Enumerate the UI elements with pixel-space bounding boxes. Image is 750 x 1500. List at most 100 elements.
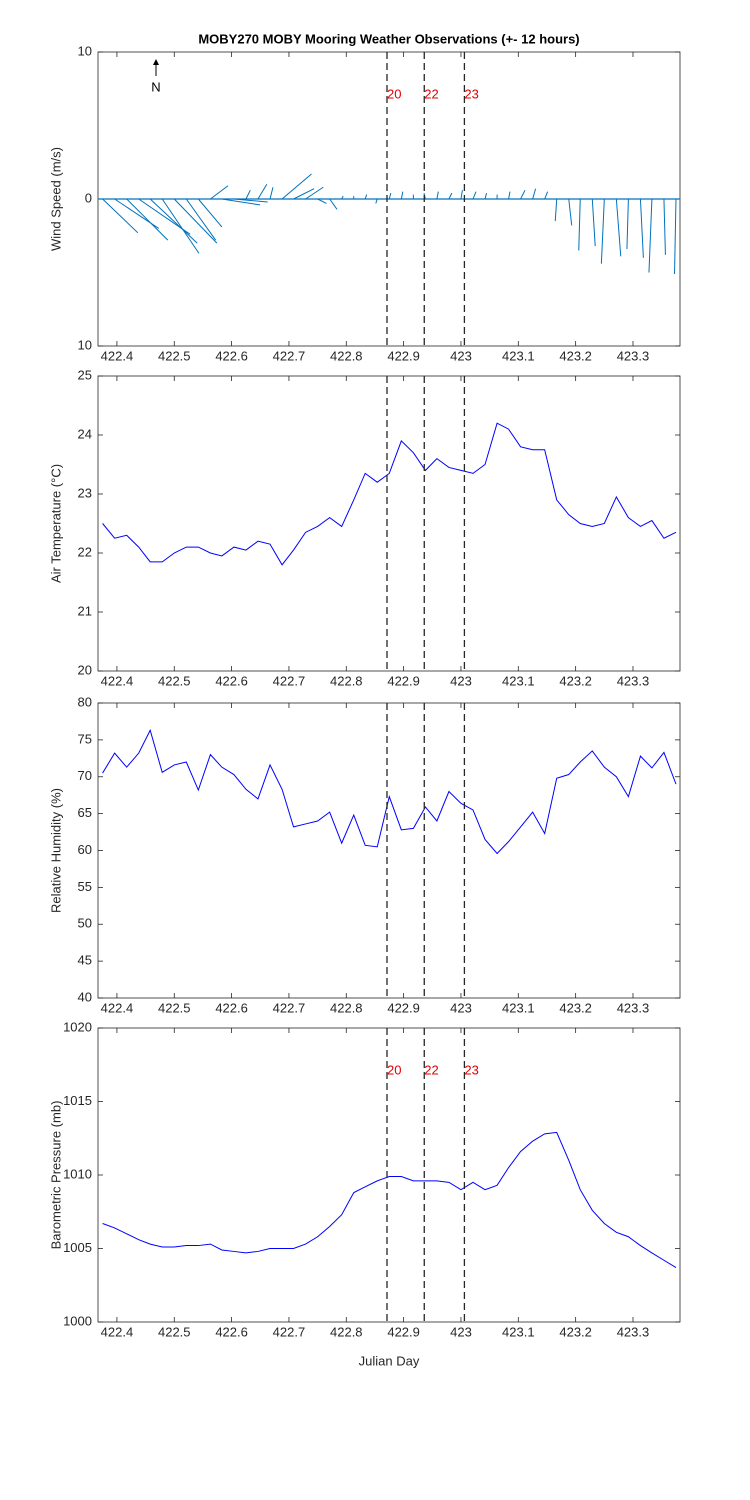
wind-stick bbox=[210, 185, 229, 200]
event-label: 23 bbox=[464, 86, 478, 101]
x-tick-label: 422.8 bbox=[330, 348, 363, 363]
north-label: N bbox=[151, 79, 160, 94]
x-tick-label: 422.7 bbox=[273, 1000, 306, 1015]
x-tick-label: 423.2 bbox=[559, 1000, 592, 1015]
wind-stick bbox=[329, 198, 338, 210]
x-tick-label: 422.4 bbox=[101, 348, 134, 363]
x-tick-label: 422.8 bbox=[330, 673, 363, 688]
wind-stick bbox=[341, 195, 344, 200]
wind-stick bbox=[281, 173, 312, 200]
y-axis-label: Barometric Pressure (mb) bbox=[48, 1101, 63, 1250]
wind-stick bbox=[102, 198, 139, 234]
event-label: 22 bbox=[424, 1062, 438, 1077]
wind-stick bbox=[648, 198, 653, 273]
y-tick-label: 80 bbox=[78, 694, 92, 709]
plot-area bbox=[97, 375, 681, 672]
x-tick-label: 422.8 bbox=[330, 1324, 363, 1339]
wind-stick bbox=[173, 198, 218, 244]
wind-stick bbox=[626, 198, 629, 249]
x-tick-label: 423.1 bbox=[502, 673, 535, 688]
x-tick-label: 422.6 bbox=[215, 673, 248, 688]
x-tick-label: 422.9 bbox=[387, 673, 420, 688]
x-tick-label: 423 bbox=[450, 1000, 472, 1015]
x-tick-label: 422.9 bbox=[387, 1000, 420, 1015]
y-tick-label: 75 bbox=[78, 731, 92, 746]
wind-stick bbox=[149, 198, 198, 244]
x-tick-label: 422.9 bbox=[387, 1324, 420, 1339]
y-tick-label: 45 bbox=[78, 953, 92, 968]
x-tick-label: 422.7 bbox=[273, 1324, 306, 1339]
x-axis-label: Julian Day bbox=[359, 1353, 420, 1368]
wind-stick bbox=[578, 198, 581, 251]
y-tick-label: 24 bbox=[78, 426, 92, 441]
x-tick-label: 422.6 bbox=[215, 1000, 248, 1015]
wind-stick bbox=[460, 190, 463, 200]
wind-stick bbox=[436, 191, 439, 200]
wind-stick bbox=[639, 198, 644, 258]
x-tick-label: 422.6 bbox=[215, 1324, 248, 1339]
data-line bbox=[102, 1131, 677, 1269]
x-tick-label: 422.4 bbox=[101, 1000, 134, 1015]
event-label: 20 bbox=[387, 86, 401, 101]
y-tick-label: 10 bbox=[78, 43, 92, 58]
x-tick-label: 423.3 bbox=[617, 1324, 650, 1339]
wind-stick bbox=[554, 198, 558, 222]
x-tick-label: 422.4 bbox=[101, 1324, 134, 1339]
event-label: 20 bbox=[387, 1062, 401, 1077]
plot-area bbox=[97, 702, 681, 999]
wind-stick bbox=[448, 192, 453, 200]
x-tick-label: 423.2 bbox=[559, 348, 592, 363]
wind-stick bbox=[544, 191, 549, 200]
wind-stick bbox=[245, 189, 251, 200]
y-axis-label: Relative Humidity (%) bbox=[48, 788, 63, 913]
y-tick-label: 20 bbox=[78, 662, 92, 677]
wind-stick bbox=[674, 198, 677, 274]
y-tick-label: 60 bbox=[78, 842, 92, 857]
wind-stick bbox=[484, 192, 487, 200]
y-tick-label: 10 bbox=[78, 337, 92, 352]
y-tick-label: 65 bbox=[78, 805, 92, 820]
y-tick-label: 25 bbox=[78, 367, 92, 382]
x-tick-label: 422.4 bbox=[101, 673, 134, 688]
x-tick-label: 423.1 bbox=[502, 348, 535, 363]
chart-title: MOBY270 MOBY Mooring Weather Observation… bbox=[198, 31, 579, 46]
y-tick-label: 1005 bbox=[63, 1240, 92, 1255]
y-tick-label: 1010 bbox=[63, 1166, 92, 1181]
y-tick-label: 21 bbox=[78, 603, 92, 618]
x-tick-label: 423.3 bbox=[617, 348, 650, 363]
wind-stick bbox=[305, 186, 324, 200]
wind-stick bbox=[269, 187, 274, 200]
x-tick-label: 423.2 bbox=[559, 1324, 592, 1339]
x-tick-label: 423 bbox=[450, 348, 472, 363]
x-tick-label: 422.5 bbox=[158, 1000, 191, 1015]
wind-stick bbox=[591, 198, 596, 247]
wind-stick bbox=[161, 198, 200, 254]
x-tick-label: 423 bbox=[450, 673, 472, 688]
wind-stick bbox=[257, 184, 268, 200]
wind-stick bbox=[472, 191, 477, 200]
x-tick-label: 423 bbox=[450, 1324, 472, 1339]
y-tick-label: 55 bbox=[78, 879, 92, 894]
y-tick-label: 1015 bbox=[63, 1093, 92, 1108]
y-tick-label: 1000 bbox=[63, 1313, 92, 1328]
y-tick-label: 23 bbox=[78, 485, 92, 500]
wind-stick bbox=[317, 198, 327, 204]
data-line bbox=[102, 422, 677, 566]
x-tick-label: 422.7 bbox=[273, 348, 306, 363]
plot-area bbox=[97, 1027, 681, 1323]
y-axis-label: Air Temperature (°C) bbox=[48, 464, 63, 583]
wind-stick bbox=[663, 198, 666, 255]
y-tick-label: 40 bbox=[78, 989, 92, 1004]
wind-stick bbox=[375, 198, 378, 204]
x-tick-label: 422.8 bbox=[330, 1000, 363, 1015]
data-line bbox=[102, 728, 677, 855]
x-tick-label: 423.1 bbox=[502, 1000, 535, 1015]
x-tick-label: 422.5 bbox=[158, 348, 191, 363]
x-tick-label: 422.9 bbox=[387, 348, 420, 363]
wind-stick bbox=[568, 198, 573, 226]
x-tick-label: 423.1 bbox=[502, 1324, 535, 1339]
x-tick-label: 422.7 bbox=[273, 673, 306, 688]
y-axis-label: Wind Speed (m/s) bbox=[48, 147, 63, 251]
wind-stick bbox=[400, 191, 404, 200]
